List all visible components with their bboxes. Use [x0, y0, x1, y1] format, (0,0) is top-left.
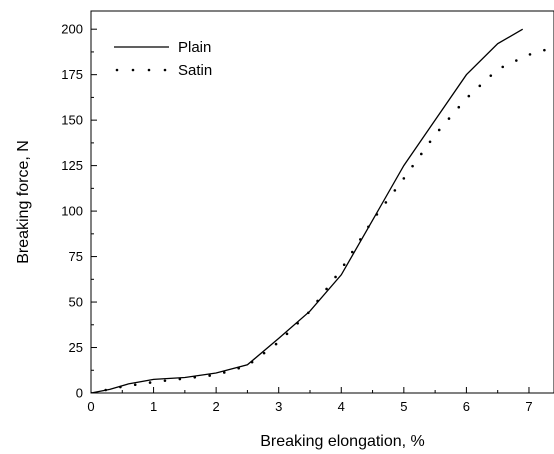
y-axis-title: Breaking force, N [15, 140, 32, 264]
legend-swatch-satin [115, 68, 167, 72]
y-tick-label: 75 [69, 249, 83, 264]
series-dot-satin [350, 250, 354, 254]
series-dot-satin [367, 225, 370, 229]
x-tick-label: 7 [525, 399, 532, 414]
series-dot-satin [375, 213, 379, 216]
series-dot-satin [193, 375, 197, 379]
y-tick-label: 150 [61, 113, 83, 128]
series-dot-satin [437, 128, 441, 132]
series-dot-satin [285, 332, 289, 336]
series-dot-satin [478, 84, 482, 88]
series-dot-satin [457, 105, 461, 109]
series-dot-satin [208, 374, 211, 377]
legend: Plain Satin [114, 39, 212, 79]
x-tick-label: 2 [213, 399, 220, 414]
series-dot-satin [262, 351, 266, 355]
legend-dot [147, 68, 151, 72]
series-dot-satin [148, 381, 152, 384]
x-tick-label: 6 [463, 399, 470, 414]
series-line-satin [91, 48, 546, 393]
legend-dot [131, 68, 135, 72]
y-tick-label: 175 [61, 67, 83, 82]
legend-label-satin: Satin [178, 62, 212, 79]
series-dot-satin [316, 299, 319, 303]
series-dot-satin [237, 366, 240, 370]
series-dot-satin [342, 263, 346, 267]
y-tick-label: 200 [61, 22, 83, 37]
series-dot-satin [222, 371, 226, 374]
x-tick-label: 4 [338, 399, 345, 414]
series-dot-satin [402, 177, 406, 180]
y-tick-label: 100 [61, 204, 83, 219]
series-dot-satin [393, 189, 397, 192]
series-dot-satin [334, 275, 337, 279]
y-tick-label: 50 [69, 295, 83, 310]
series-dot-satin [163, 379, 167, 383]
legend-dot [163, 68, 167, 72]
series-dot-satin [419, 152, 423, 156]
series-dot-satin [447, 117, 451, 120]
y-tick-label: 25 [69, 340, 83, 355]
series-dot-satin [119, 385, 122, 389]
x-tick-label: 0 [87, 399, 94, 414]
x-tick-label: 5 [400, 399, 407, 414]
series-dot-satin [411, 164, 414, 168]
series-dot-satin [384, 201, 388, 204]
series-dot-satin [133, 383, 137, 387]
series-dot-satin [489, 74, 493, 77]
series-dot-satin [467, 94, 471, 98]
x-tick-label: 3 [275, 399, 282, 414]
series-dot-satin [501, 65, 505, 69]
series-dot-satin [104, 388, 107, 392]
series-dot-satin [274, 342, 278, 346]
legend-label-plain: Plain [178, 39, 211, 56]
series-dot-satin [296, 322, 299, 325]
series-dot-satin [250, 360, 254, 364]
y-tick-label: 0 [76, 386, 83, 401]
series-dot-satin [325, 287, 328, 291]
series-dot-satin [543, 48, 546, 52]
series-dot-satin [528, 53, 532, 56]
legend-dot [115, 68, 119, 72]
series-dot-satin [359, 238, 362, 241]
plot-frame [90, 10, 554, 394]
series-dot-satin [178, 377, 182, 381]
series-dot-satin [307, 311, 310, 315]
series-line-plain [91, 28, 524, 393]
x-axis-title: Breaking elongation, % [260, 433, 425, 450]
y-tick-label: 125 [61, 158, 83, 173]
series-dot-satin [515, 59, 518, 62]
series-dot-satin [428, 140, 432, 144]
x-tick-label: 1 [150, 399, 157, 414]
